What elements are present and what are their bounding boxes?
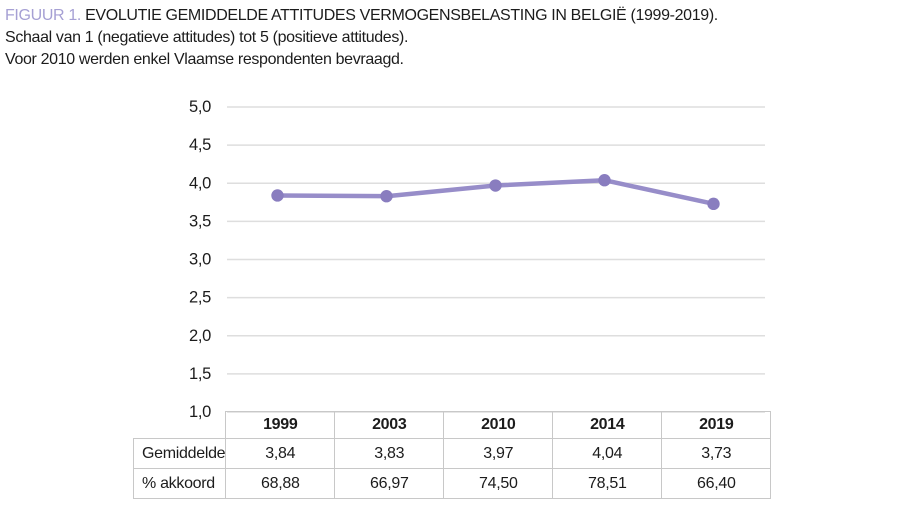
svg-text:5,0: 5,0	[189, 98, 211, 116]
table-cell: 3,73	[661, 438, 772, 469]
figure-caption: FIGUUR 1. EVOLUTIE GEMIDDELDE ATTITUDES …	[5, 5, 885, 71]
table-header-year: 2019	[661, 411, 772, 439]
figure-label: FIGUUR 1.	[5, 7, 81, 24]
table-cell: 68,88	[225, 468, 336, 499]
svg-text:4,5: 4,5	[189, 136, 211, 154]
svg-text:3,5: 3,5	[189, 212, 211, 230]
table-cell: 66,40	[661, 468, 772, 499]
table-cell: 3,97	[443, 438, 554, 469]
attitudes-data-table: 1999 2003 2010 2014 2019 Gemiddelde 3,84…	[132, 411, 772, 499]
table-corner-cell	[134, 412, 226, 439]
table-row-gemiddelde: Gemiddelde 3,84 3,83 3,97 4,04 3,73	[132, 438, 772, 469]
figure-title: EVOLUTIE GEMIDDELDE ATTITUDES VERMOGENSB…	[85, 7, 718, 24]
row-label: Gemiddelde	[132, 438, 227, 469]
table-cell: 74,50	[443, 468, 554, 499]
svg-text:3,0: 3,0	[189, 251, 211, 269]
table-cell: 4,04	[552, 438, 663, 469]
table-cell: 78,51	[552, 468, 663, 499]
table-header-year: 2014	[552, 411, 663, 439]
svg-text:1,5: 1,5	[189, 365, 211, 383]
svg-text:2,0: 2,0	[189, 327, 211, 345]
svg-text:1,0: 1,0	[189, 403, 211, 421]
figure-title-line: FIGUUR 1. EVOLUTIE GEMIDDELDE ATTITUDES …	[5, 5, 885, 27]
table-cell: 66,97	[334, 468, 445, 499]
table-row-akkoord: % akkoord 68,88 66,97 74,50 78,51 66,40	[132, 468, 772, 499]
table-header-year: 2010	[443, 411, 554, 439]
row-label: % akkoord	[132, 468, 227, 499]
svg-text:4,0: 4,0	[189, 174, 211, 192]
table-header-year: 1999	[225, 411, 336, 439]
caption-note-scale: Schaal van 1 (negatieve attitudes) tot 5…	[5, 29, 409, 46]
caption-note-2010: Voor 2010 werden enkel Vlaamse responden…	[5, 51, 404, 68]
table-cell: 3,83	[334, 438, 445, 469]
svg-text:2,5: 2,5	[189, 289, 211, 307]
table-header-year: 2003	[334, 411, 445, 439]
table-cell: 3,84	[225, 438, 336, 469]
table-header-row: 1999 2003 2010 2014 2019	[134, 411, 772, 439]
